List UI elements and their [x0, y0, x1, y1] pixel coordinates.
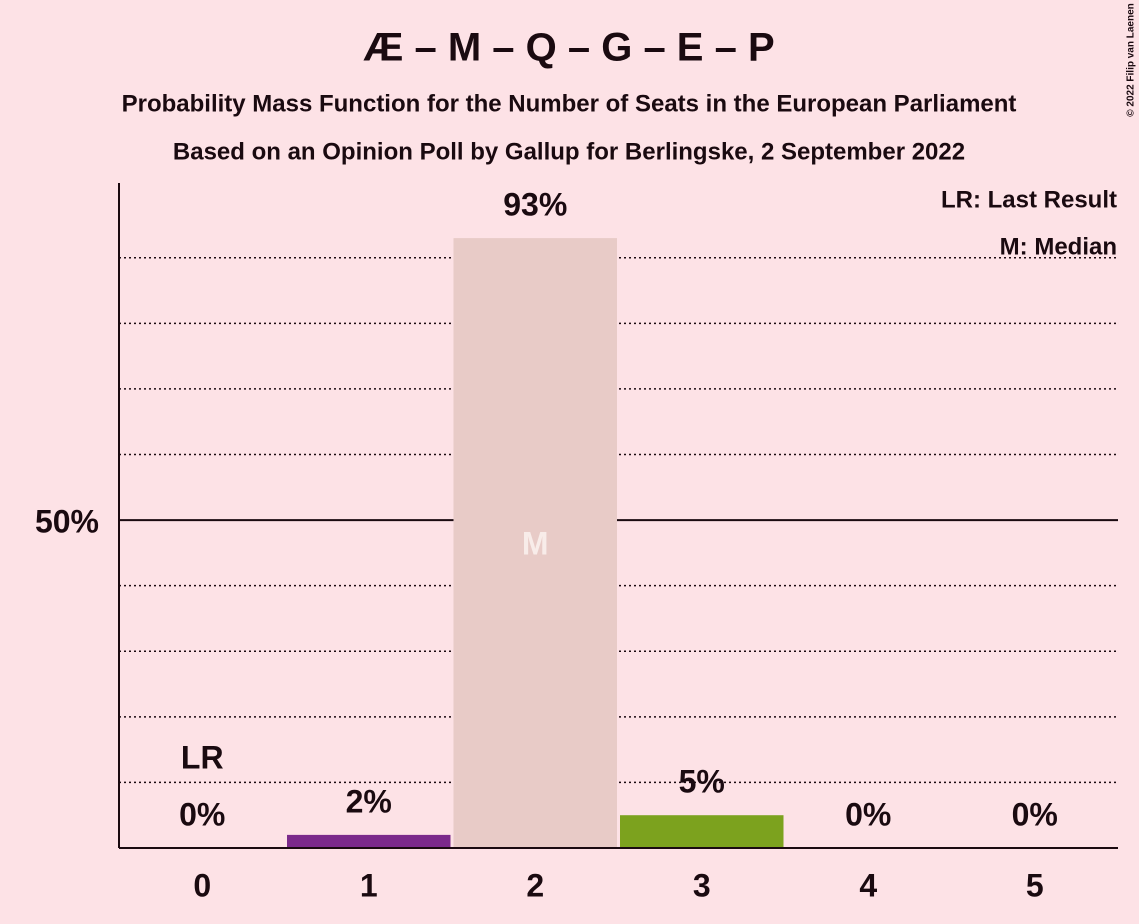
- value-label: 5%: [679, 764, 725, 800]
- legend-entry: M: Median: [1000, 233, 1117, 260]
- x-tick-label: 5: [1026, 867, 1044, 903]
- bar: [453, 238, 617, 849]
- annotation: M: [522, 525, 549, 561]
- value-label: 0%: [845, 796, 891, 832]
- annotation: LR: [181, 739, 224, 775]
- x-tick-label: 0: [193, 867, 211, 903]
- bar: [287, 834, 451, 848]
- chart-subtitle: Based on an Opinion Poll by Gallup for B…: [173, 138, 965, 165]
- x-tick-label: 2: [526, 867, 544, 903]
- legend-entry: LR: Last Result: [941, 186, 1117, 213]
- y-tick-label: 50%: [35, 504, 99, 540]
- value-label: 0%: [179, 796, 225, 832]
- x-tick-label: 3: [693, 867, 711, 903]
- bar: [620, 815, 784, 848]
- credit: © 2022 Filip van Laenen: [1126, 3, 1137, 117]
- chart-subtitle: Probability Mass Function for the Number…: [122, 90, 1017, 117]
- value-label: 93%: [503, 187, 567, 223]
- x-tick-label: 4: [859, 867, 877, 903]
- x-tick-label: 1: [360, 867, 378, 903]
- value-label: 2%: [346, 783, 392, 819]
- value-label: 0%: [1012, 796, 1058, 832]
- chart-title: Æ – M – Q – G – E – P: [363, 26, 774, 70]
